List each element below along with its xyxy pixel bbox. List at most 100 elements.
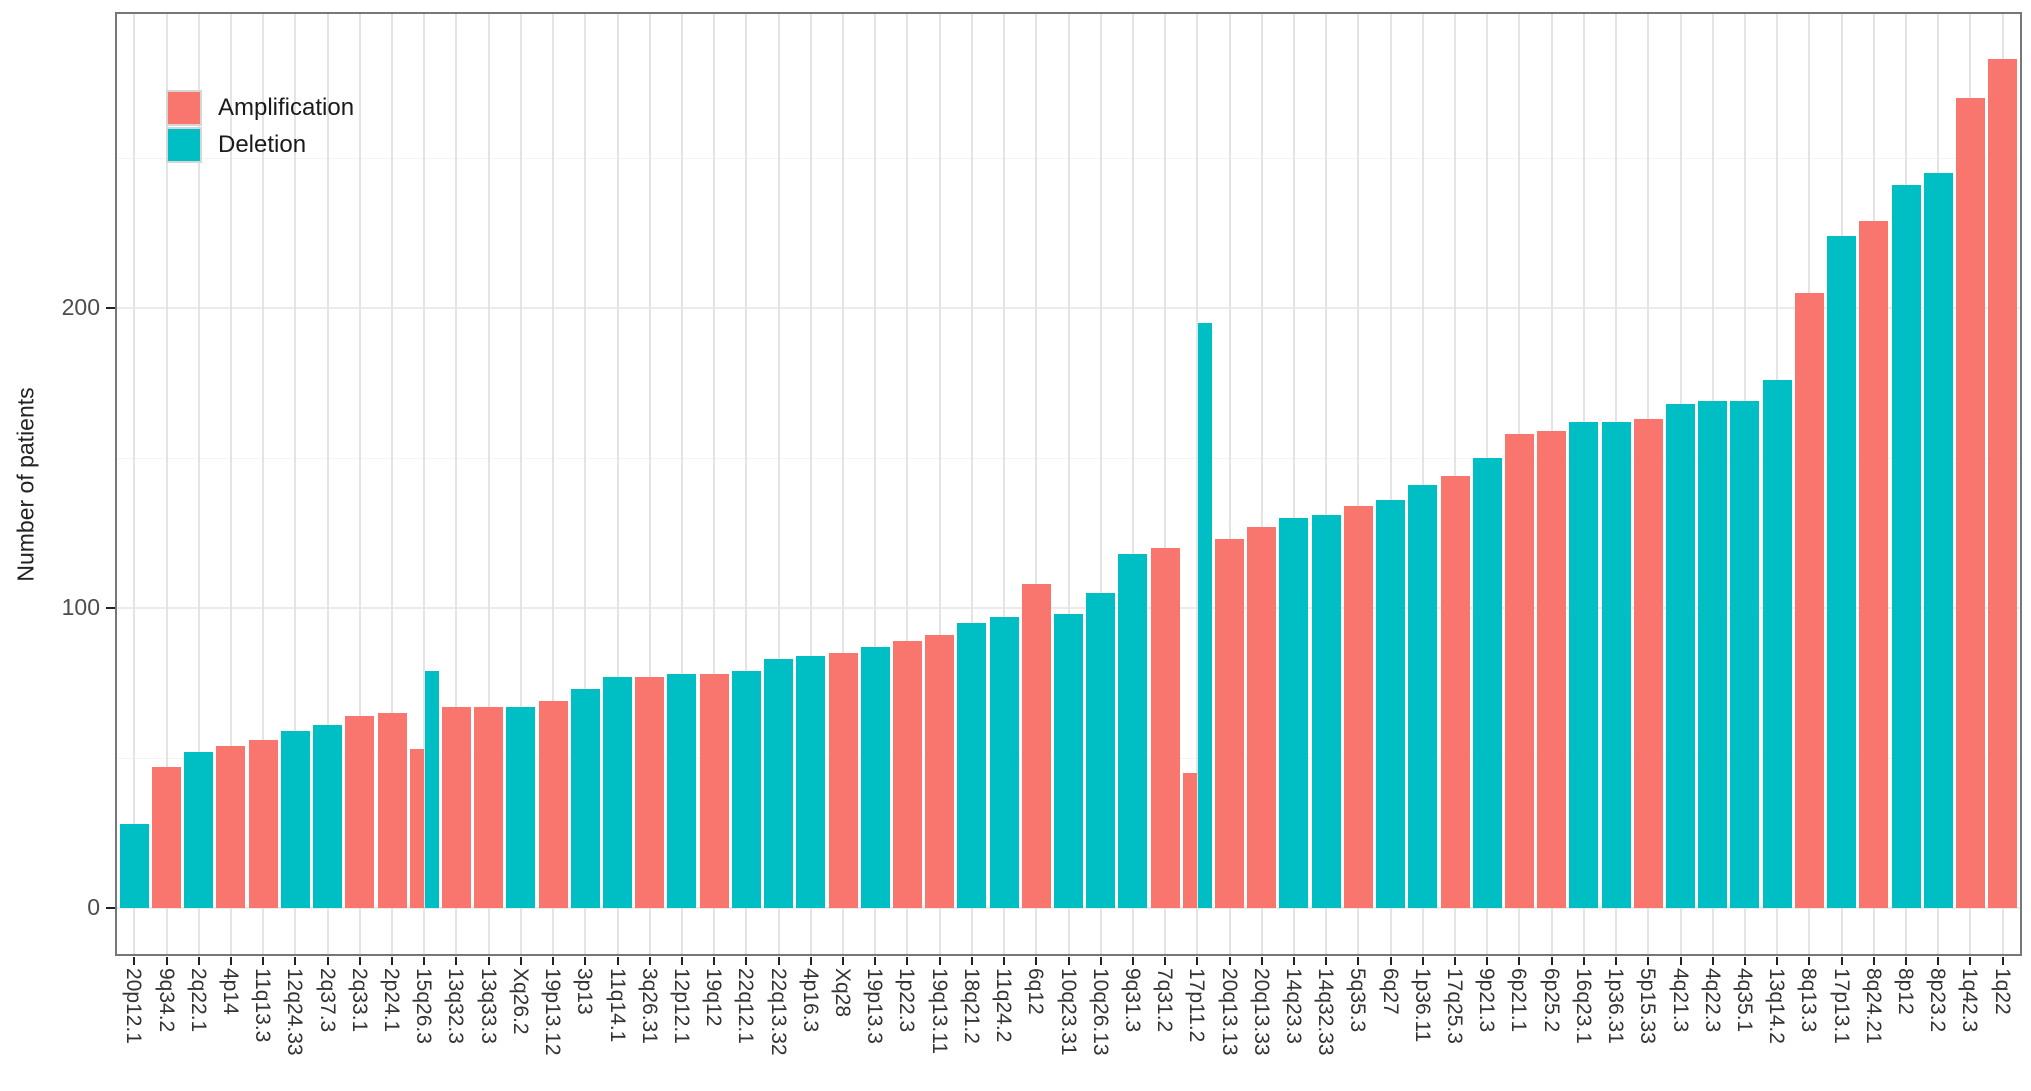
x-gridline [777, 12, 780, 956]
y-tick-label: 100 [61, 594, 100, 620]
bar-9q34.2-amplification [152, 767, 182, 908]
x-gridline [745, 12, 748, 956]
x-tick-mark [1389, 957, 1392, 965]
x-tick-mark [906, 957, 909, 965]
bar-19q13.11-amplification [925, 635, 955, 908]
x-gridline [809, 12, 812, 956]
x-tick-mark [1808, 957, 1811, 965]
x-gridline [906, 12, 909, 956]
x-tick-mark [1003, 957, 1006, 965]
x-tick-label: 17p11.2 [1185, 968, 1209, 1043]
x-gridline [326, 12, 329, 956]
x-tick-mark [2001, 957, 2004, 965]
x-tick-mark [519, 957, 522, 965]
bar-10q26.13-deletion [1086, 593, 1116, 908]
bar-2q33.1-amplification [345, 716, 375, 908]
bar-14q23.3-deletion [1279, 518, 1309, 908]
y-tick-label: 0 [87, 894, 100, 920]
bar-7q31.2-amplification [1150, 548, 1180, 908]
x-tick-mark [1164, 957, 1167, 965]
y-tick-label: 200 [61, 294, 100, 320]
x-tick-mark [713, 957, 716, 965]
x-gridline [584, 12, 587, 956]
x-tick-mark [777, 957, 780, 965]
x-gridline [1325, 12, 1328, 956]
x-gridline [455, 12, 458, 956]
x-gridline [1196, 12, 1199, 956]
x-tick-mark [391, 957, 394, 965]
x-tick-label: 20q13.13 [1217, 968, 1241, 1056]
x-tick-mark [584, 957, 587, 965]
x-tick-mark [842, 957, 844, 965]
x-tick-label: 1p36.11 [1410, 968, 1434, 1043]
x-tick-label: 19q12 [702, 968, 726, 1027]
x-tick-mark [1647, 957, 1650, 965]
bar-17p11.2-deletion [1197, 323, 1212, 908]
x-gridline [1099, 12, 1102, 956]
x-tick-label: 14q32.33 [1314, 968, 1338, 1056]
x-tick-label: 22q12.1 [734, 968, 758, 1044]
bar-12p12.1-deletion [667, 674, 697, 908]
x-tick-mark [874, 957, 877, 965]
x-tick-label: 2p24.1 [380, 968, 404, 1033]
x-tick-label: 11q13.3 [251, 968, 275, 1043]
y-tick-mark [106, 607, 115, 609]
x-tick-label: 11q14.1 [605, 968, 629, 1043]
bar-1q22-amplification [1988, 59, 2018, 908]
x-gridline [1228, 12, 1231, 956]
x-gridline [713, 12, 716, 956]
x-tick-label: 4p16.3 [798, 968, 822, 1033]
bar-13q14.2-deletion [1762, 380, 1792, 908]
x-tick-label: 8p23.2 [1926, 968, 1950, 1033]
legend-row-amplification: Amplification [166, 90, 354, 126]
bar-12q24.33-deletion [280, 731, 310, 908]
bar-4q22.3-deletion [1698, 401, 1728, 908]
bar-16q23.1-deletion [1569, 422, 1599, 908]
bar-2q22.1-deletion [184, 752, 214, 908]
bar-11q13.3-amplification [248, 740, 278, 908]
legend-label-amplification: Amplification [218, 94, 355, 121]
x-tick-label: 1q42.3 [1958, 968, 1982, 1033]
x-tick-label: 6p21.1 [1507, 968, 1531, 1033]
x-tick-label: 9p21.3 [1475, 968, 1499, 1033]
x-tick-mark [938, 957, 941, 965]
bar-22q13.32-deletion [764, 659, 794, 908]
x-tick-mark [1743, 957, 1746, 965]
x-tick-label: 3p13 [573, 968, 597, 1015]
x-tick-label: 3q26.31 [637, 968, 661, 1044]
bar-19q12-amplification [699, 674, 729, 908]
x-tick-mark [1067, 957, 1070, 965]
x-tick-label: 19p13.3 [863, 968, 887, 1044]
bar-19p13.12-amplification [538, 701, 568, 908]
x-gridline [165, 12, 168, 956]
bar-19p13.3-deletion [860, 647, 890, 908]
bar-3p13-deletion [570, 689, 600, 908]
x-tick-label: 4q35.1 [1732, 968, 1756, 1033]
x-gridline [680, 12, 683, 956]
bar-1p22.3-amplification [892, 641, 922, 908]
x-gridline [197, 12, 200, 956]
x-tick-label: 8p12 [1894, 968, 1918, 1015]
x-tick-mark [648, 957, 651, 965]
bar-8p23.2-deletion [1923, 173, 1953, 908]
bar-3q26.31-amplification [635, 677, 665, 908]
x-gridline [1292, 12, 1295, 956]
bar-Xq26.2-deletion [506, 707, 536, 908]
x-tick-mark [1615, 957, 1618, 965]
x-tick-mark [1518, 957, 1521, 965]
x-tick-mark [1776, 957, 1779, 965]
x-tick-label: 4p14 [218, 968, 242, 1015]
y-axis-title-wrap: Number of patients [4, 12, 48, 956]
x-tick-mark [1131, 957, 1134, 965]
x-tick-label: 1q22 [1990, 968, 2014, 1015]
bar-Xq28-amplification [828, 653, 858, 908]
bar-1p36.11-deletion [1408, 485, 1438, 908]
x-tick-label: 6p25.2 [1539, 968, 1563, 1033]
x-gridline [1067, 12, 1070, 956]
bar-13q33.3-amplification [474, 707, 504, 908]
bar-14q32.33-deletion [1311, 515, 1341, 908]
x-tick-label: 15q26.3 [412, 968, 436, 1044]
legend: Amplification Deletion [166, 90, 354, 164]
deletion-swatch-icon [166, 127, 202, 163]
